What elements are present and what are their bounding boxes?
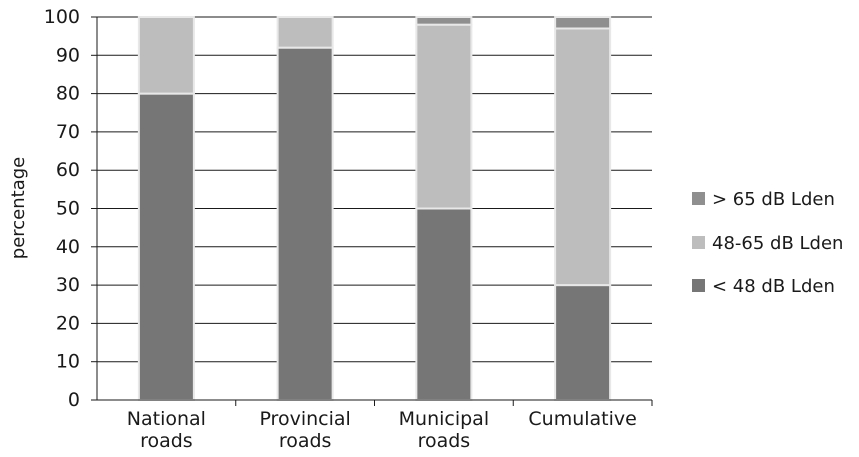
bar-segment [276, 16, 334, 49]
x-category-label: Provincial [259, 408, 350, 430]
y-tick-label: 70 [56, 121, 80, 143]
y-tick-label: 90 [56, 44, 80, 66]
legend-label: 48-65 dB Lden [712, 233, 843, 254]
x-category-labels: NationalroadsProvincialroadsMunicipalroa… [127, 408, 637, 452]
legend: > 65 dB Lden 48-65 dB Lden < 48 dB Lden [692, 189, 843, 297]
legend-swatch [692, 192, 705, 205]
x-category-label: Cumulative [528, 408, 636, 430]
legend-label: < 48 dB Lden [712, 276, 835, 297]
y-tick-labels: 0 10 20 30 40 50 60 70 80 90 100 [44, 6, 80, 411]
x-category-label: roads [418, 430, 471, 452]
legend-swatch [692, 279, 705, 292]
bar-segment [554, 27, 612, 287]
bar-segment [415, 207, 473, 401]
bar-segment [276, 46, 334, 401]
bar-segment [415, 16, 473, 26]
bar-segment [137, 92, 195, 401]
y-tick-label: 80 [56, 83, 80, 105]
y-tick-label: 50 [56, 198, 80, 220]
bar-segment [554, 284, 612, 402]
y-tick-label: 10 [56, 351, 80, 373]
x-category-label: roads [279, 430, 332, 452]
bar-segment [415, 23, 473, 210]
bar-segment [554, 16, 612, 30]
bars [137, 16, 653, 406]
x-category-label: roads [140, 430, 193, 452]
y-tick-label: 40 [56, 236, 80, 258]
bar-segment [137, 16, 195, 95]
y-tick-label: 60 [56, 159, 80, 181]
y-tick-label: 20 [56, 312, 80, 334]
y-tick-label: 30 [56, 274, 80, 296]
y-tick-label: 100 [44, 6, 80, 28]
x-category-label: National [127, 408, 206, 430]
y-axis-title: percentage [8, 157, 29, 259]
legend-swatch [692, 236, 705, 249]
x-category-label: Municipal [399, 408, 489, 430]
legend-label: > 65 dB Lden [712, 189, 835, 210]
y-tick-label: 0 [68, 389, 80, 411]
axes [91, 16, 652, 401]
